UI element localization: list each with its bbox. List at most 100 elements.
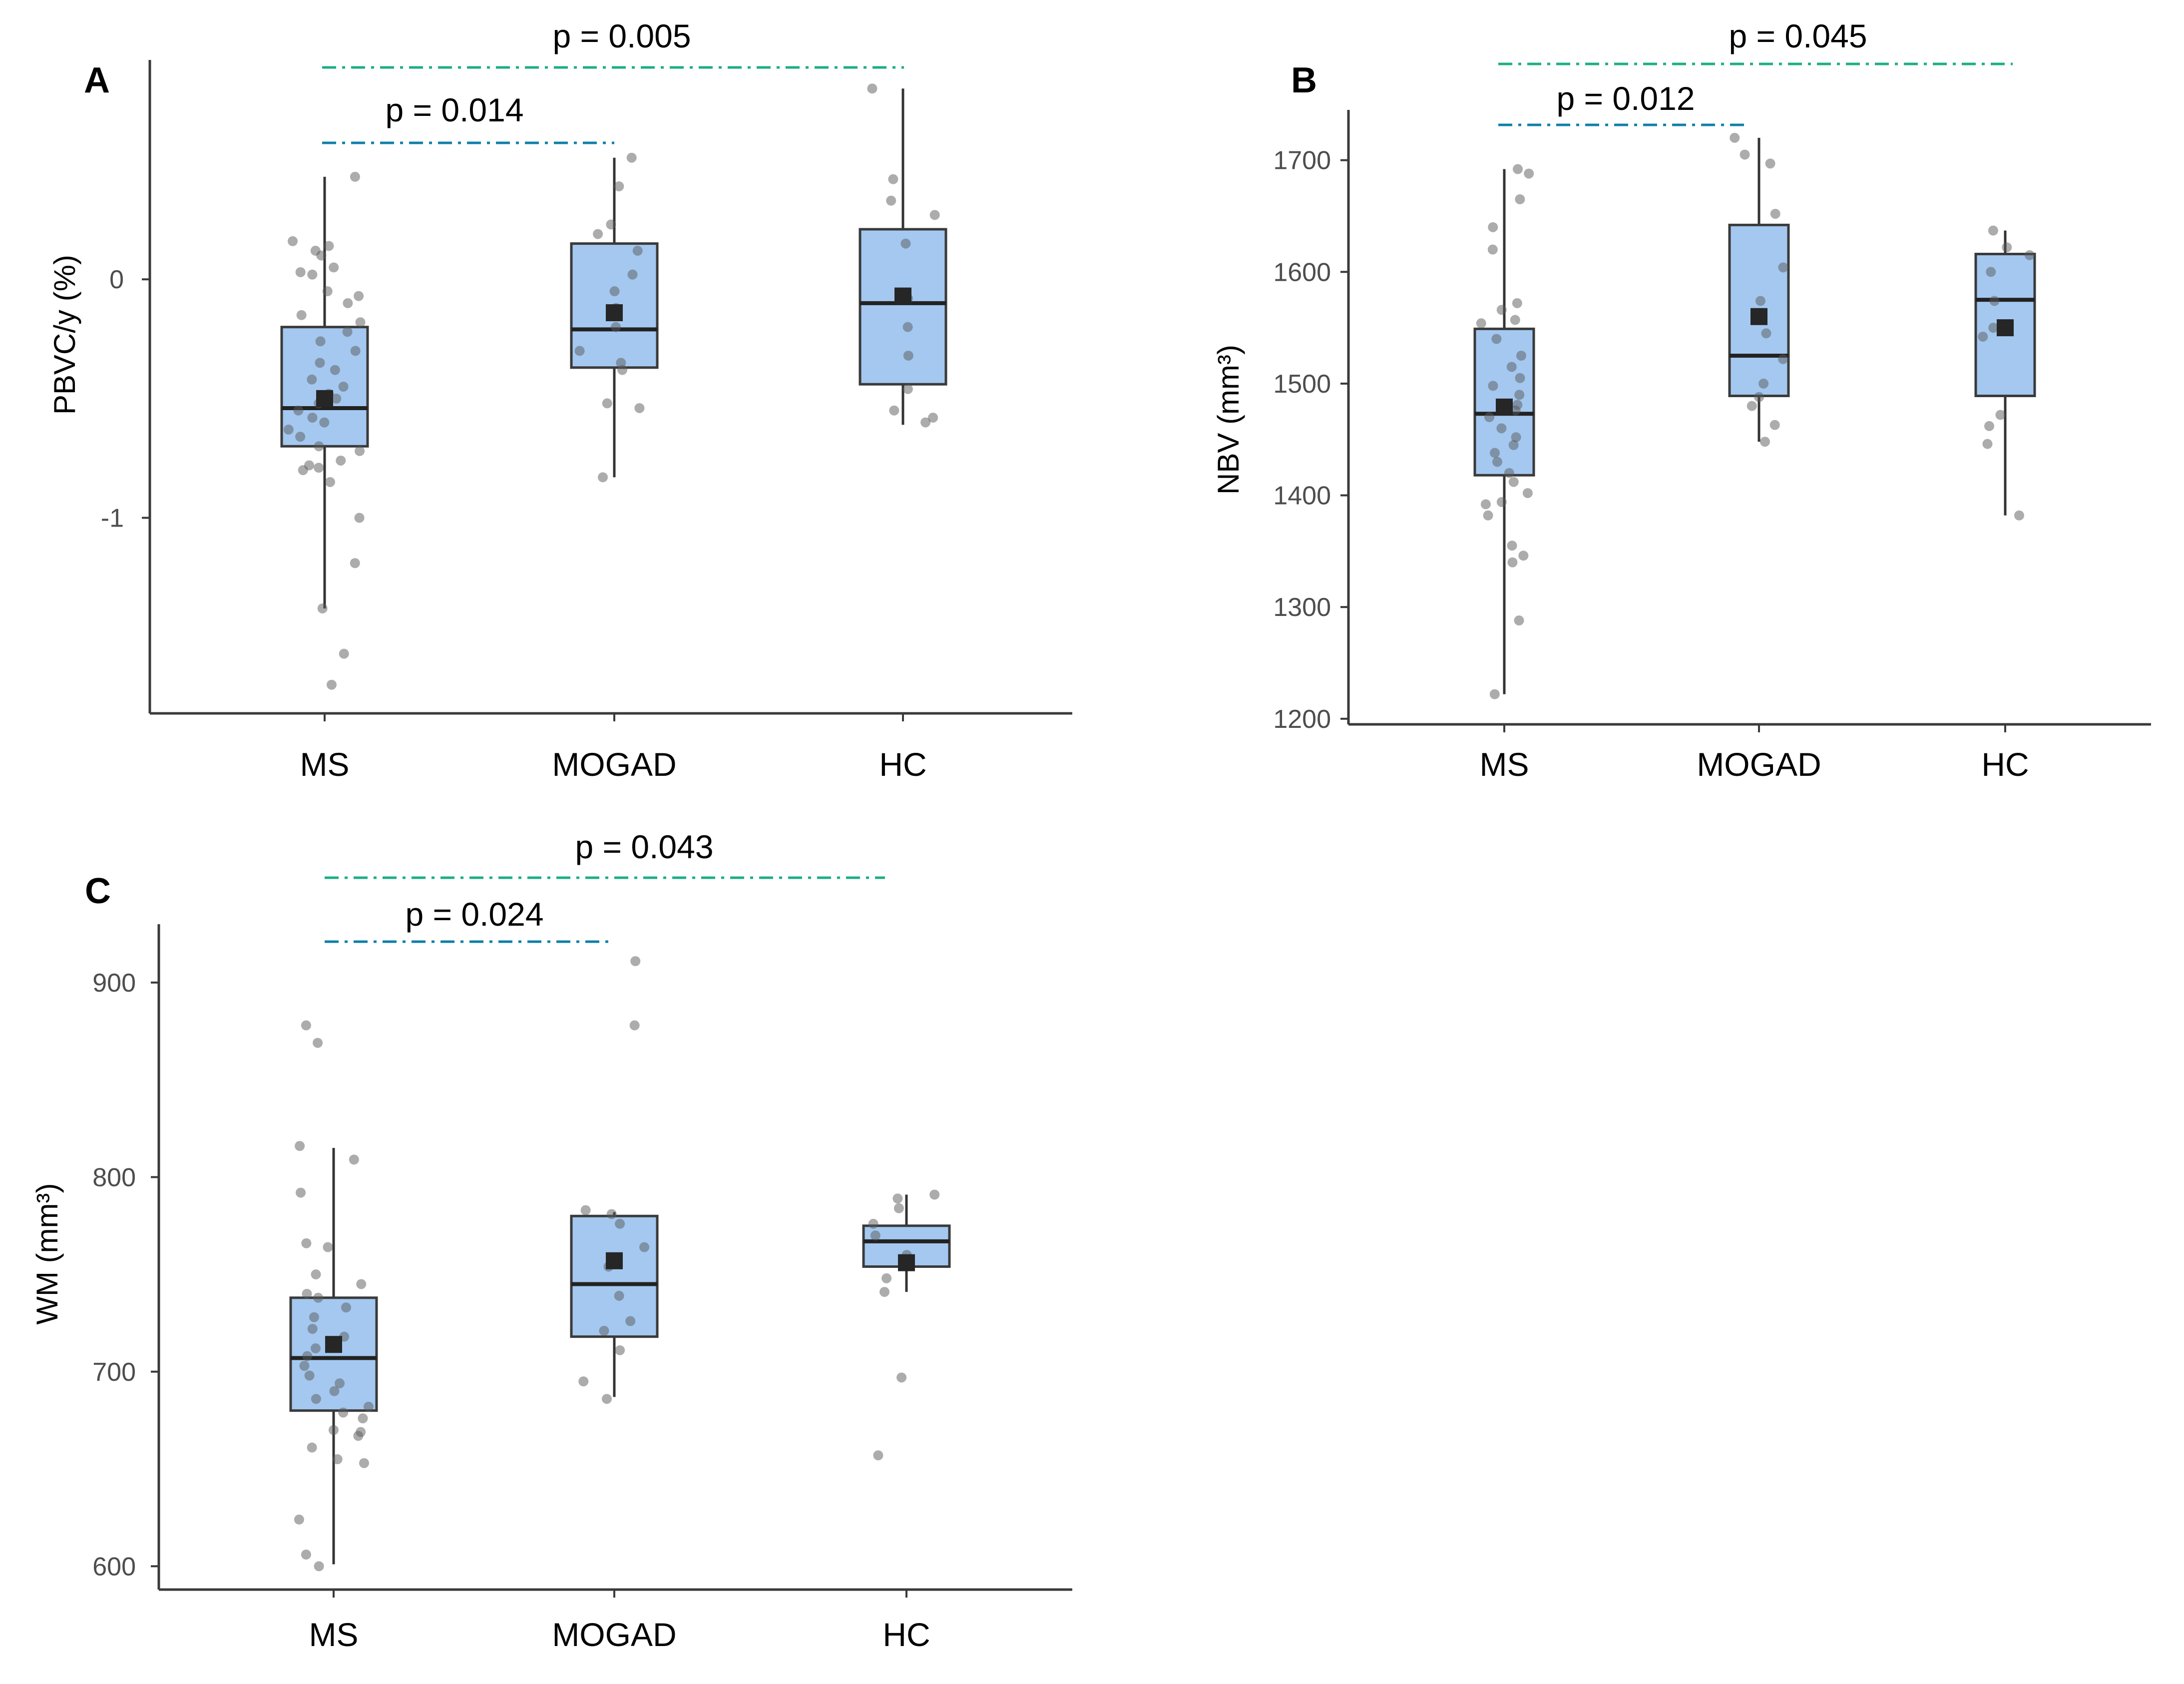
data-point bbox=[332, 1454, 343, 1465]
data-point bbox=[1483, 510, 1493, 521]
data-point bbox=[293, 405, 304, 416]
mean-marker bbox=[898, 1254, 915, 1271]
panel-c-x-tick-mogad: MOGAD bbox=[552, 1616, 676, 1653]
data-point bbox=[892, 1193, 903, 1204]
panel-b-y-tick-labels: 1700 1600 1500 1400 1300 1200 bbox=[1273, 146, 1331, 734]
data-point bbox=[928, 413, 938, 423]
data-point bbox=[283, 424, 294, 435]
data-point bbox=[879, 1287, 889, 1297]
data-point bbox=[1978, 331, 1988, 342]
data-point bbox=[304, 1370, 315, 1381]
data-point bbox=[1508, 477, 1519, 487]
data-point bbox=[1778, 262, 1788, 273]
mean-marker bbox=[1750, 308, 1767, 325]
data-point bbox=[355, 317, 366, 328]
data-point bbox=[873, 1450, 883, 1461]
data-point bbox=[888, 174, 898, 184]
data-point bbox=[615, 1345, 625, 1355]
data-point bbox=[1480, 499, 1491, 510]
data-point bbox=[1522, 488, 1533, 499]
mean-marker bbox=[606, 1252, 623, 1269]
data-point bbox=[900, 238, 911, 249]
data-point bbox=[317, 603, 328, 613]
iqr-box bbox=[280, 326, 369, 448]
data-point bbox=[1510, 315, 1520, 325]
data-point bbox=[867, 83, 877, 94]
data-point bbox=[339, 648, 349, 659]
data-point bbox=[634, 403, 645, 413]
data-point bbox=[302, 1289, 312, 1299]
data-point bbox=[1747, 401, 1757, 411]
data-point bbox=[614, 181, 624, 192]
data-point bbox=[350, 558, 360, 568]
data-point bbox=[578, 1376, 589, 1387]
data-point bbox=[288, 236, 298, 246]
panel-a-x-tick-hc: HC bbox=[879, 746, 926, 783]
panel-a-y-tick-label: -1 bbox=[101, 504, 124, 533]
data-point bbox=[330, 365, 340, 375]
data-point bbox=[1765, 158, 1775, 169]
data-point bbox=[629, 1020, 640, 1031]
data-point bbox=[326, 679, 337, 690]
data-point bbox=[350, 171, 360, 182]
data-point bbox=[1516, 351, 1526, 361]
data-point bbox=[338, 1407, 349, 1418]
data-point bbox=[1491, 334, 1502, 344]
panel-a-box-mogad bbox=[570, 152, 659, 483]
data-point bbox=[868, 1218, 878, 1229]
data-point bbox=[1982, 439, 1993, 449]
data-point bbox=[325, 477, 335, 487]
panel-c-letter: C bbox=[85, 871, 111, 911]
data-point bbox=[597, 472, 608, 483]
panel-b-box-hc bbox=[1974, 225, 2036, 521]
data-point bbox=[336, 455, 346, 466]
data-point bbox=[314, 1561, 324, 1572]
data-point bbox=[617, 365, 628, 375]
data-point bbox=[315, 336, 326, 347]
panel-c-p-value-ms-mogad: p = 0.024 bbox=[405, 896, 543, 933]
panel-b-box-mogad bbox=[1728, 132, 1790, 447]
data-point bbox=[639, 1242, 650, 1252]
panel-b-p-value-ms-mogad: p = 0.012 bbox=[1556, 80, 1695, 117]
data-point bbox=[929, 210, 940, 220]
panel-a-p-value-ms-hc: p = 0.005 bbox=[552, 17, 691, 54]
mean-marker bbox=[606, 304, 623, 322]
panel-b: B NBV (mm³) MS MOGAD HC p = 0.045 p = 0.… bbox=[1212, 17, 2151, 783]
data-point bbox=[335, 1378, 345, 1389]
data-point bbox=[1507, 541, 1517, 551]
data-point bbox=[1484, 412, 1495, 422]
data-point bbox=[1524, 168, 1534, 179]
data-point bbox=[319, 417, 330, 428]
panel-c-y-tick-label: 900 bbox=[92, 969, 136, 998]
data-point bbox=[1759, 437, 1770, 447]
data-point bbox=[896, 1372, 907, 1383]
data-point bbox=[307, 413, 318, 423]
data-point bbox=[1989, 296, 2000, 306]
data-point bbox=[338, 382, 349, 392]
panel-c-box-ms bbox=[289, 1020, 378, 1572]
data-point bbox=[302, 1351, 313, 1361]
data-point bbox=[609, 286, 620, 297]
iqr-box bbox=[570, 1214, 659, 1338]
panel-c-box-hc bbox=[862, 1189, 951, 1461]
data-point bbox=[363, 1401, 374, 1412]
data-point bbox=[296, 1187, 306, 1198]
data-point bbox=[929, 1189, 940, 1200]
panel-a-p-value-ms-mogad: p = 0.014 bbox=[385, 91, 523, 128]
data-point bbox=[1496, 305, 1507, 315]
data-point bbox=[1488, 381, 1498, 391]
data-point bbox=[1770, 208, 1780, 219]
panel-c-x-tick-hc: HC bbox=[882, 1616, 930, 1653]
data-point bbox=[358, 1413, 368, 1424]
data-point bbox=[902, 322, 913, 332]
data-point bbox=[307, 1324, 318, 1334]
panel-b-y-tick-label: 1500 bbox=[1273, 370, 1331, 399]
data-point bbox=[329, 262, 339, 273]
data-point bbox=[889, 405, 899, 416]
panel-a-box-ms bbox=[280, 171, 369, 690]
panel-a-x-tick-ms: MS bbox=[300, 746, 350, 783]
data-point bbox=[307, 374, 317, 385]
data-point bbox=[1490, 448, 1500, 458]
